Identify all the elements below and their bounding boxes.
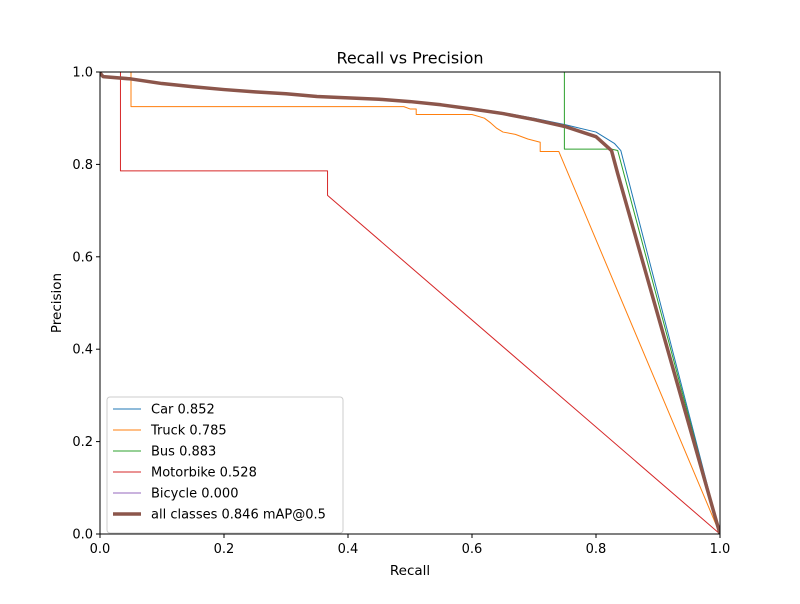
y-tick-label: 1.0 [72, 66, 93, 81]
x-tick-label: 0.6 [462, 542, 483, 557]
legend-label-1: Truck 0.785 [150, 424, 227, 439]
series-line-3 [100, 72, 720, 534]
plot-frame [99, 71, 721, 535]
y-tick-label: 0.4 [72, 343, 93, 358]
series-line-5 [100, 72, 720, 534]
y-tick-label: 0.6 [72, 250, 93, 265]
legend-label-0: Car 0.852 [151, 403, 215, 418]
series-line-1 [100, 72, 720, 534]
legend-box [106, 396, 344, 534]
x-axis-label: Recall [390, 563, 430, 579]
legend-label-4: Bicycle 0.000 [151, 487, 238, 502]
x-tick-label: 0.0 [90, 542, 111, 557]
x-tick-label: 1.0 [710, 542, 731, 557]
legend-label-3: Motorbike 0.528 [151, 466, 257, 481]
legend-label-2: Bus 0.883 [151, 445, 216, 460]
axis-ticks: 0.0 0.2 0.4 0.6 0.8 1.0 0.0 0.2 0.4 0.6 0.8 1.0 [72, 66, 730, 558]
series-lines [100, 72, 720, 534]
y-tick-label: 0.8 [72, 158, 93, 173]
legend-label-5: all classes 0.846 mAP@0.5 [151, 508, 326, 523]
legend: Car 0.852 Truck 0.785 Bus 0.883 Motorbike 0… [106, 396, 344, 534]
y-axis-label: Precision [49, 273, 65, 333]
series-line-2 [100, 72, 720, 534]
x-tick-label: 0.2 [214, 542, 235, 557]
x-tick-label: 0.8 [586, 542, 607, 557]
x-tick-label: 0.4 [338, 542, 359, 557]
plot-area [99, 71, 721, 535]
y-tick-label: 0.0 [72, 528, 93, 543]
chart-title: Recall vs Precision [336, 49, 483, 68]
y-tick-label: 0.2 [72, 435, 93, 450]
